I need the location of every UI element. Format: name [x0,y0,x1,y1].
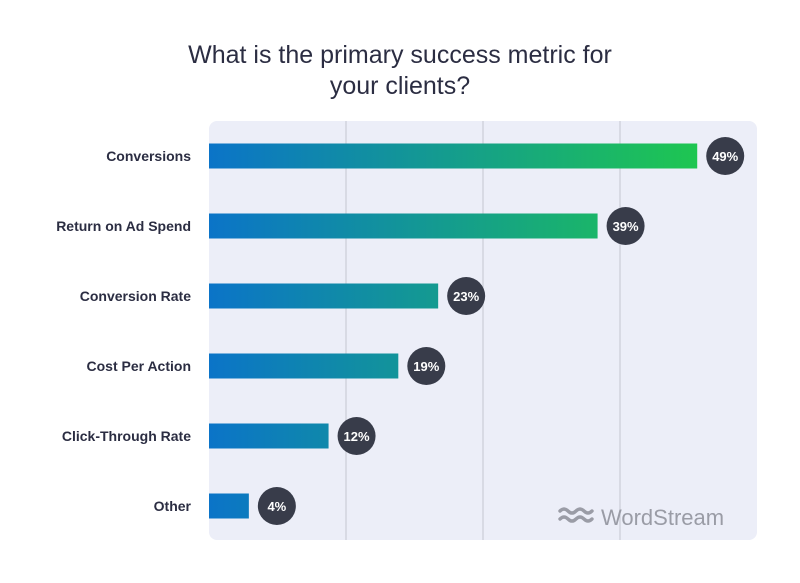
value-label-6: 4% [267,499,286,514]
chart-title: What is the primary success metric for y… [188,41,612,100]
value-badges: 49% 39% 23% 19% 12% 4% [257,137,745,525]
value-badge-3 [447,277,486,315]
value-badge-6 [257,487,296,525]
category-label-6: Other [154,498,192,514]
category-label-5: Click-Through Rate [62,428,191,444]
bar-1 [209,143,698,169]
value-badge-2 [606,207,645,245]
bar-4 [209,353,399,379]
value-label-2: 39% [613,219,639,234]
wordstream-logo: WordStream [558,505,724,530]
value-label-3: 23% [453,289,479,304]
category-label-3: Conversion Rate [80,288,191,304]
value-label-4: 19% [413,359,439,374]
value-badge-5 [337,417,376,455]
value-badge-4 [407,347,446,385]
bar-2 [209,213,598,239]
logo-text: WordStream [601,505,724,530]
category-label-2: Return on Ad Spend [56,218,191,234]
bars [209,143,698,519]
category-label-4: Cost Per Action [87,358,192,374]
bar-3 [209,283,439,309]
gridlines [345,121,621,540]
wave-icon [558,507,594,523]
bar-6 [209,493,249,519]
category-labels: Conversions Return on Ad Spend Conversion … [56,148,191,514]
value-label-5: 12% [344,429,370,444]
category-label-1: Conversions [106,148,191,164]
bar-5 [209,423,329,449]
value-label-1: 49% [712,149,738,164]
value-badge-1 [706,137,745,175]
